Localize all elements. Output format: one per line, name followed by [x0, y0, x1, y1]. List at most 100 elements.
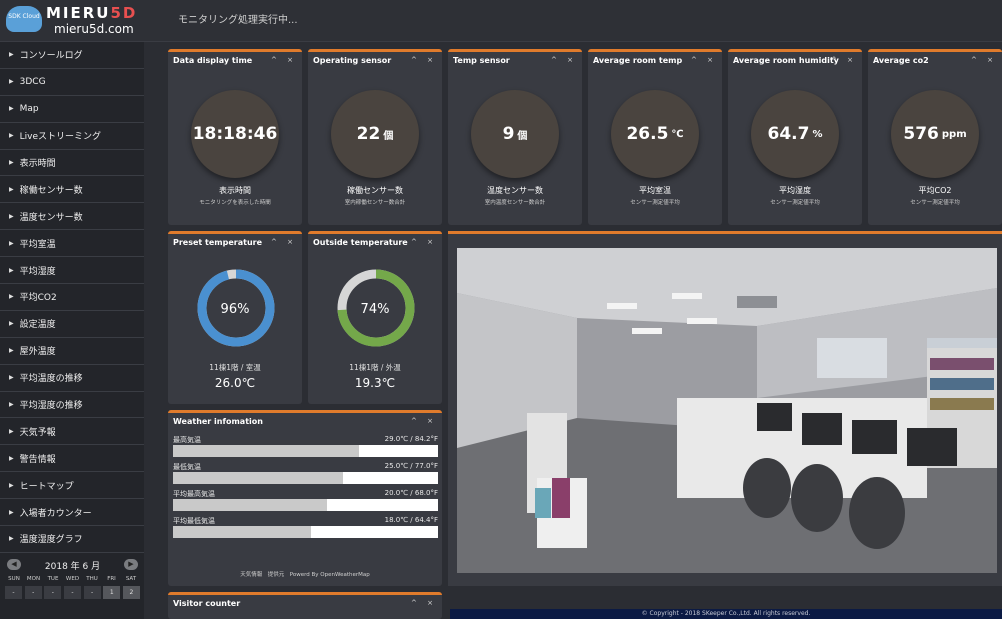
widget-controls[interactable]: ^ × — [271, 56, 297, 64]
preset-donut-chart — [197, 269, 275, 347]
sidebar-item[interactable]: ▶ 3DCG — [0, 69, 144, 96]
sidebar-item[interactable]: ▶ 屋外温度 — [0, 338, 144, 365]
triangle-right-icon: ▶ — [9, 427, 14, 435]
widget-controls[interactable]: ^ × — [971, 56, 997, 64]
widget-controls[interactable]: ^ × — [411, 56, 437, 64]
weather-footer: 天気情報 提供元 Powerd By OpenWeatherMap — [240, 572, 370, 578]
sidebar-item-label: 警告情報 — [19, 454, 56, 465]
calendar-weekday: WED — [65, 576, 80, 582]
calendar-day-cell: - — [44, 586, 62, 599]
widget-outside-temperature: Outside temperature ^ × 74% 11棟1階 / 外温 1… — [308, 231, 442, 404]
widget-title: Temp sensor — [453, 56, 510, 65]
sidebar-item-label: 平均CO2 — [19, 293, 57, 304]
calendar-day-cell: - — [5, 586, 22, 599]
preset-location-label: 11棟1階 / 室温 — [209, 363, 261, 372]
widget-display-time: Data display time ^ × 18:18:46 表示時間 モニタリ… — [168, 49, 302, 225]
sidebar-item-label: 天気予報 — [19, 427, 56, 438]
weather-bar-fill — [173, 472, 343, 484]
widget-controls[interactable]: ^ × — [691, 56, 717, 64]
calendar-weekday: THU — [86, 576, 98, 582]
weather-row-value: 20.0℃ / 68.0°F — [384, 489, 438, 497]
calendar-day-cell[interactable]: 1 — [103, 586, 121, 599]
weather-bar-track — [173, 445, 438, 457]
sidebar-item-label: ヒートマップ — [19, 481, 74, 492]
weather-row-name: 平均最高気温 — [173, 490, 215, 498]
triangle-right-icon: ▶ — [9, 401, 14, 409]
sidebar-item[interactable]: ▶ Liveストリーミング — [0, 123, 144, 150]
outside-donut-chart — [337, 269, 415, 347]
preset-percent: 96% — [220, 302, 250, 317]
triangle-right-icon: ▶ — [9, 105, 14, 113]
widget-title: Visitor counter — [173, 599, 241, 608]
avg-co2-value: 576 — [903, 124, 939, 144]
sidebar-item[interactable]: ▶ 稼働センサー数 — [0, 176, 144, 204]
widget-controls[interactable]: ^ × — [411, 599, 437, 607]
widget-average-room-temp: Average room temp ^ × 26.5 ℃ 平均室温 センサー測定値… — [588, 49, 722, 225]
operating-sensor-unit: 個 — [383, 130, 394, 142]
sidebar-item[interactable]: ▶ ヒートマップ — [0, 472, 144, 500]
sidebar-item[interactable]: ▶ 設定温度 — [0, 311, 144, 338]
sidebar-item[interactable]: ▶ Map — [0, 96, 144, 123]
widget-visitor-counter: Visitor counter ^ × — [168, 592, 442, 619]
triangle-right-icon: ▶ — [9, 374, 14, 382]
donut-arc — [197, 269, 275, 347]
triangle-right-icon: ▶ — [9, 508, 14, 516]
sidebar-item[interactable]: ▶ 平均室温 — [0, 230, 144, 258]
app-logo[interactable]: SDK Cloud MIERU5D mieru5d.com — [6, 4, 148, 38]
widget-title: Preset temperature — [173, 238, 263, 247]
outside-percent: 74% — [360, 302, 390, 317]
widget-controls[interactable]: ^ × — [831, 56, 857, 64]
avg-co2-unit: ppm — [941, 128, 967, 140]
value-circle: 22 個 — [331, 90, 419, 178]
nav-list: ▶ コンソールログ ▶ 3DCG ▶ Map ▶ Liveストリーミング ▶ 表示時間 ▶ 稼働センサ… — [0, 42, 144, 553]
weather-bar-fill — [173, 445, 359, 457]
weather-row-value: 29.0℃ / 84.2°F — [384, 435, 438, 443]
widget-sublabel: センサー測定値平均 — [910, 200, 960, 206]
calendar-prev-button[interactable]: ◀ — [7, 559, 21, 570]
triangle-right-icon: ▶ — [9, 535, 14, 543]
office-3d-view[interactable] — [457, 248, 997, 573]
sidebar-item[interactable]: ▶ 温度センサー数 — [0, 203, 144, 231]
sidebar-item[interactable]: ▶ 入場者カウンター — [0, 499, 144, 527]
outside-temp-value: 19.3℃ — [354, 376, 396, 390]
calendar: ◀ 2018 年 6 月 ▶ SUN MON TUE WED THU FRI SAT ---… — [4, 557, 141, 615]
sidebar-item-label: 入場者カウンター — [19, 508, 92, 519]
weather-row-name: 最高気温 — [173, 436, 201, 444]
sidebar-item[interactable]: ▶ 平均湿度の推移 — [0, 392, 144, 419]
calendar-next-button[interactable]: ▶ — [124, 559, 138, 570]
sidebar-item[interactable]: ▶ 警告情報 — [0, 445, 144, 473]
weather-bar-track — [173, 472, 438, 484]
widget-title: Operating sensor — [313, 56, 392, 65]
widget-average-room-humidity: Average room humidity ^ × 64.7% 平均湿度 センサ… — [728, 49, 862, 225]
sidebar-item-label: 平均温度の推移 — [19, 374, 83, 385]
value-circle: 576 ppm — [891, 90, 979, 178]
widget-average-co2: Average co2 ^ × 576 ppm 平均CO2 センサー測定値平均 — [868, 49, 1002, 225]
sidebar-nav: ▶ コンソールログ ▶ 3DCG ▶ Map ▶ Liveストリーミング ▶ 表示時間 ▶ 稼働センサ… — [0, 42, 144, 619]
sidebar-item[interactable]: ▶ 平均温度の推移 — [0, 365, 144, 392]
triangle-right-icon: ▶ — [9, 293, 14, 301]
value-circle: 18:18:46 — [191, 90, 279, 178]
calendar-day-cell[interactable]: 2 — [122, 586, 140, 599]
logo-badge-text: SDK Cloud — [8, 13, 40, 20]
sidebar-item-label: Liveストリーミング — [19, 132, 102, 143]
sidebar-item[interactable]: ▶ 天気予報 — [0, 418, 144, 446]
sidebar-item[interactable]: ▶ 平均湿度 — [0, 257, 144, 285]
sidebar-item[interactable]: ▶ コンソールログ — [0, 42, 144, 69]
widget-controls[interactable]: ^ × — [551, 56, 577, 64]
sidebar-item[interactable]: ▶ 温度湿度グラフ — [0, 526, 144, 553]
sidebar-item[interactable]: ▶ 表示時間 — [0, 150, 144, 177]
widget-controls[interactable]: ^ × — [271, 238, 297, 246]
weather-bar-fill — [173, 526, 311, 538]
sidebar-item[interactable]: ▶ 平均CO2 — [0, 284, 144, 311]
widget-operating-sensor: Operating sensor ^ × 22 個 稼働センサー数 室内稼働センサ… — [308, 49, 442, 225]
triangle-right-icon: ▶ — [9, 266, 14, 274]
calendar-day-cell: - — [83, 586, 101, 599]
widget-title: Average co2 — [873, 56, 929, 65]
widget-controls[interactable]: ^ × — [411, 238, 437, 246]
triangle-right-icon: ▶ — [9, 132, 14, 140]
calendar-weekday: SUN — [8, 576, 20, 582]
sidebar-item-label: 温度湿度グラフ — [19, 535, 83, 546]
widget-controls[interactable]: ^ × — [411, 417, 437, 425]
